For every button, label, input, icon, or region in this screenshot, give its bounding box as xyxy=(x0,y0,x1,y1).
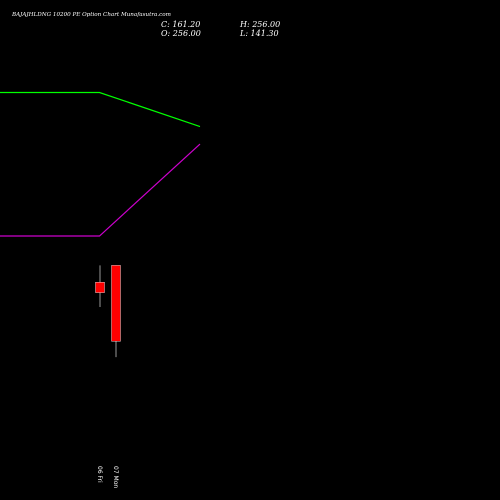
high-value: H: 256.00 xyxy=(239,20,280,29)
candle-body xyxy=(111,265,121,342)
x-axis-labels: 06 Fri 07 Mon xyxy=(96,466,119,488)
chart-title: BAJAJHLDNG 10200 PE Option Chart Munafas… xyxy=(11,12,171,18)
candle-body xyxy=(95,282,105,293)
x-axis-label: 06 Fri xyxy=(96,466,103,483)
band-lines xyxy=(0,91,201,237)
close-value: C: 161.20 xyxy=(161,20,200,29)
lower-band-line xyxy=(0,143,201,237)
upper-band-line xyxy=(0,91,201,128)
candles xyxy=(95,265,121,358)
open-value: O: 256.00 xyxy=(161,29,201,38)
x-axis-label: 07 Mon xyxy=(112,466,119,488)
low-value: L: 141.30 xyxy=(239,29,279,38)
